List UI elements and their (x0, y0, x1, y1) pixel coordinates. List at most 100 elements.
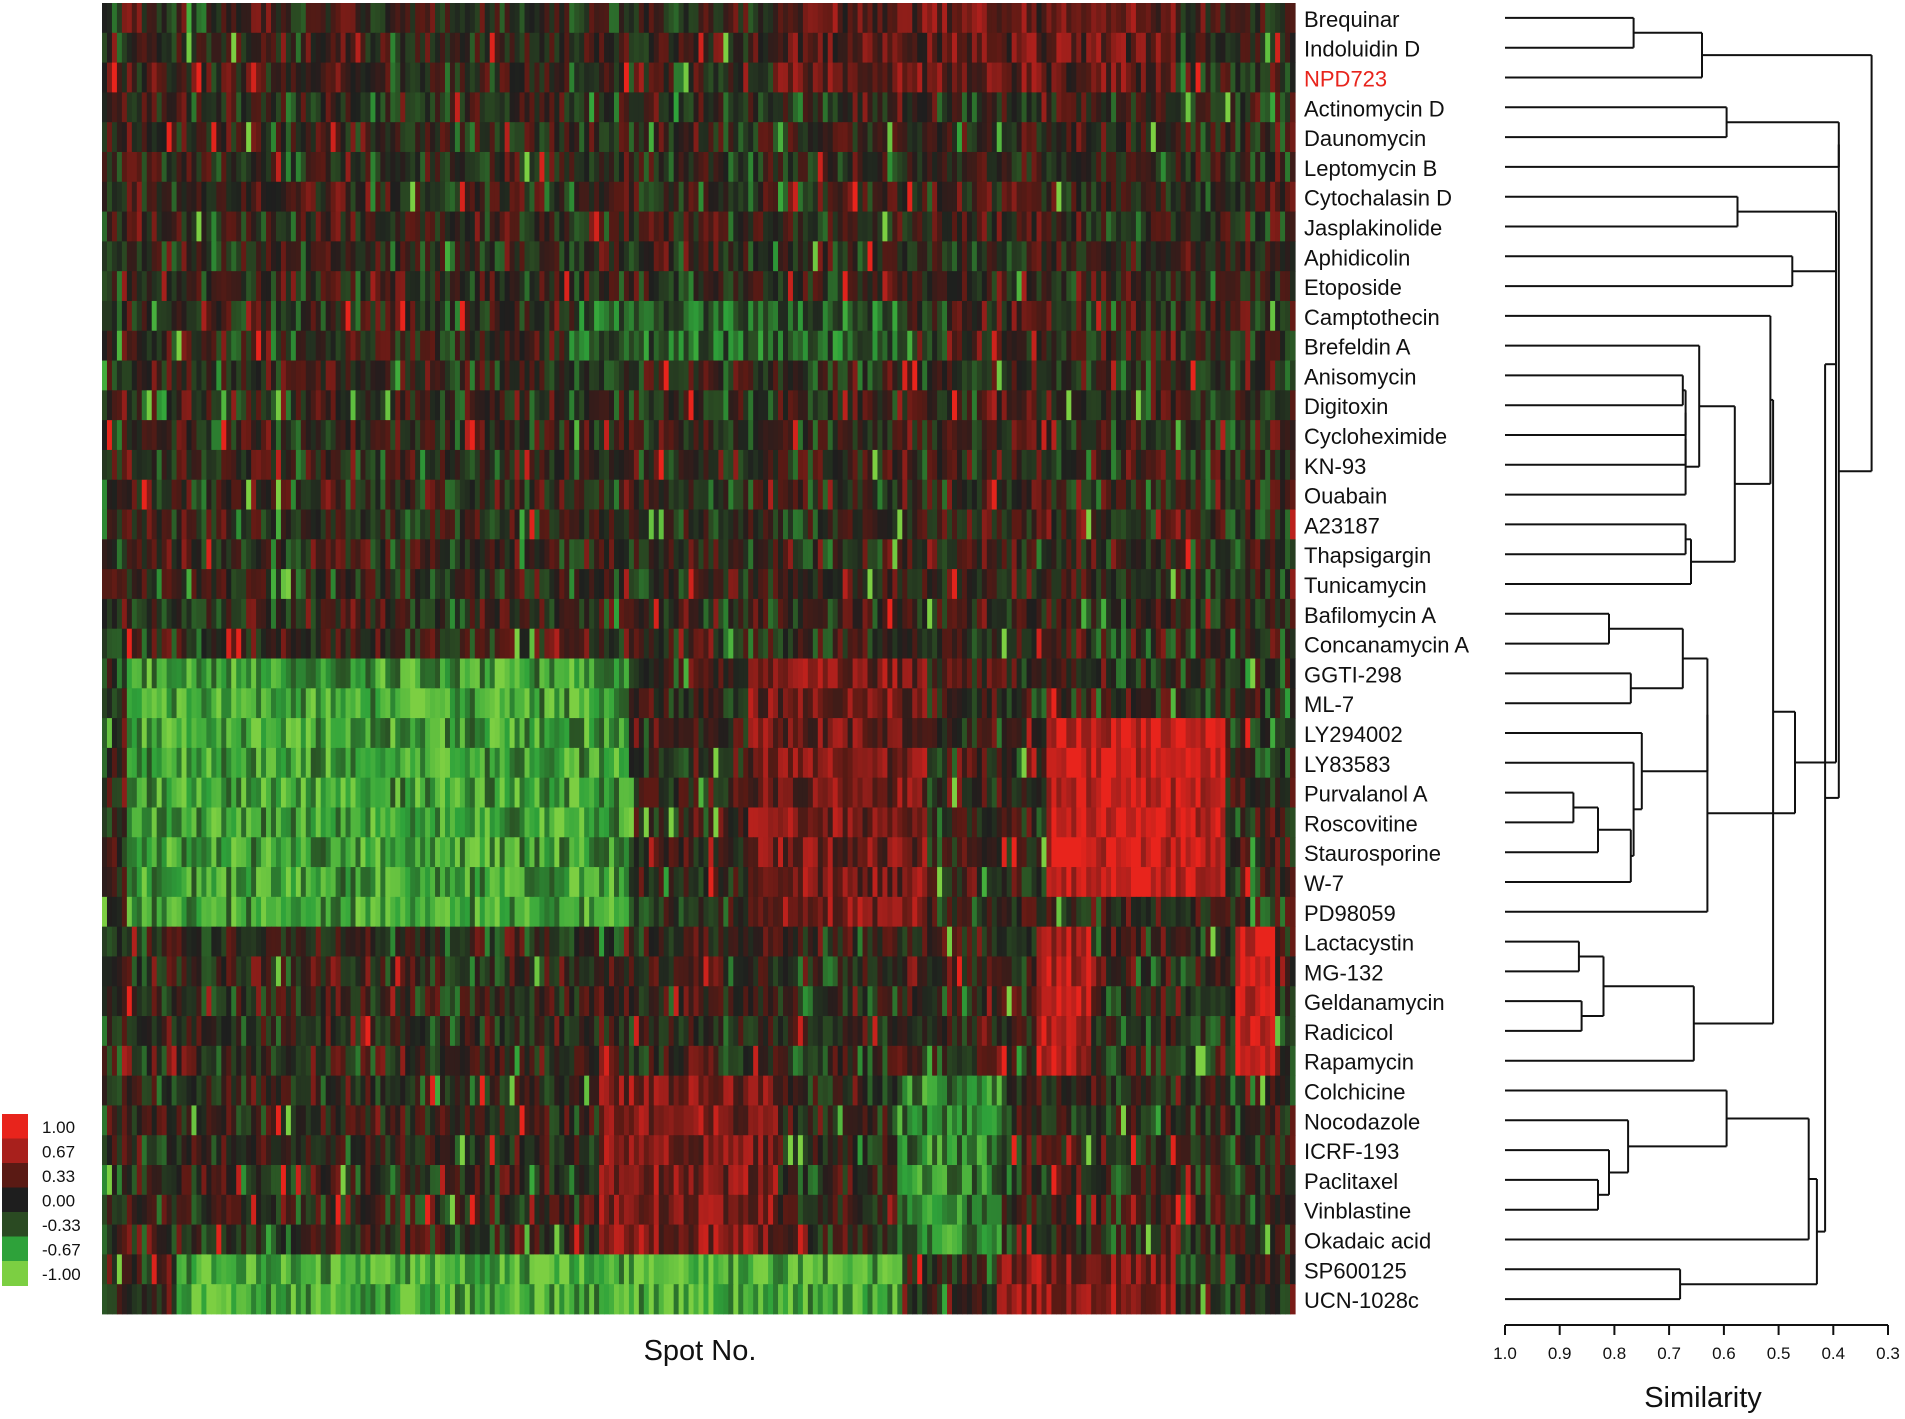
heatmap-cell (618, 300, 625, 332)
heatmap-cell (330, 92, 337, 123)
heatmap-cell (131, 390, 138, 421)
heatmap-cell (703, 151, 710, 183)
heatmap-cell (1250, 300, 1256, 332)
heatmap-cell (678, 271, 685, 302)
heatmap-cell (584, 598, 590, 630)
heatmap-cell (146, 598, 153, 630)
heatmap-cell (529, 32, 536, 63)
heatmap-cell (623, 151, 630, 183)
heatmap-cell (1230, 32, 1236, 63)
heatmap-cell (499, 330, 506, 361)
heatmap-cell (633, 211, 640, 242)
heatmap-cell (708, 598, 715, 630)
heatmap-cell (454, 211, 461, 242)
heatmap-cell (1061, 390, 1067, 421)
heatmap-cell (499, 420, 506, 451)
heatmap-cell (604, 122, 610, 153)
heatmap-cell (961, 479, 968, 510)
heatmap-cell (340, 181, 347, 212)
heatmap-cell (1170, 569, 1177, 600)
heatmap-cell (529, 420, 536, 451)
heatmap-cell (594, 92, 600, 123)
heatmap-cell (449, 300, 456, 332)
heatmap-cell (1195, 509, 1202, 540)
heatmap-cell (1096, 300, 1102, 332)
heatmap-cell (768, 449, 774, 481)
heatmap-cell (1140, 569, 1147, 600)
heatmap-cell (1215, 420, 1222, 451)
heatmap-cell (658, 479, 665, 510)
heatmap-cell (355, 92, 362, 123)
heatmap-cell (1106, 122, 1112, 153)
heatmap-cell (1056, 330, 1062, 361)
heatmap-cell (1205, 509, 1212, 540)
heatmap-cell (807, 598, 814, 630)
heatmap-cell (1101, 271, 1107, 302)
heatmap-cell (106, 122, 113, 153)
heatmap-cell (1061, 62, 1067, 93)
heatmap-cell (405, 539, 411, 570)
heatmap-cell (614, 330, 620, 361)
heatmap-cell (280, 330, 287, 361)
heatmap-cell (549, 32, 555, 63)
heatmap-cell (897, 122, 903, 153)
heatmap-cell (365, 390, 372, 421)
heatmap-cell (484, 598, 491, 630)
heatmap-cell (867, 271, 874, 302)
heatmap-cell (594, 330, 600, 361)
heatmap-cell (554, 360, 560, 391)
heatmap-cell (295, 181, 302, 212)
heatmap-cell (574, 3, 580, 34)
heatmap-cell (678, 449, 685, 481)
heatmap-cell (822, 449, 829, 481)
heatmap-cell (842, 92, 849, 123)
heatmap-cell (275, 32, 282, 63)
heatmap-cell (638, 241, 645, 272)
heatmap-cell (912, 420, 918, 451)
heatmap-cell (867, 330, 874, 361)
heatmap-cell (832, 598, 839, 630)
heatmap-cell (156, 598, 163, 630)
heatmap-cell (519, 539, 526, 570)
heatmap-cell (758, 211, 764, 242)
heatmap-cell (494, 420, 501, 451)
heatmap-cell (638, 300, 645, 332)
heatmap-cell (300, 330, 307, 361)
heatmap-cell (1041, 390, 1048, 421)
heatmap-cell (246, 122, 252, 153)
heatmap-cell (847, 390, 854, 421)
heatmap-cell (1150, 539, 1157, 570)
heatmap-cell (728, 390, 734, 421)
heatmap-cell (822, 3, 829, 34)
heatmap-cell (544, 598, 550, 630)
heatmap-cell (116, 449, 123, 481)
heatmap-cell (266, 62, 272, 93)
heatmap-cell (952, 122, 958, 153)
heatmap-cell (206, 271, 212, 302)
heatmap-cell (539, 62, 545, 93)
heatmap-cell (121, 360, 128, 391)
heatmap-cell (594, 360, 600, 391)
heatmap-cell (1280, 271, 1286, 302)
heatmap-cell (340, 598, 347, 630)
heatmap-cell (594, 539, 600, 570)
heatmap-cell (633, 151, 640, 183)
heatmap-cell (420, 449, 426, 481)
heatmap-cell (345, 300, 352, 332)
heatmap-cell (171, 211, 178, 242)
heatmap-cell (956, 330, 963, 361)
heatmap-cell (305, 62, 312, 93)
heatmap-cell (176, 32, 183, 63)
heatmap-cell (1016, 539, 1023, 570)
heatmap-cell (1270, 509, 1276, 540)
heatmap-cell (469, 479, 476, 510)
heatmap-cell (380, 211, 386, 242)
heatmap-cell (1081, 122, 1087, 153)
heatmap-cell (1031, 390, 1038, 421)
heatmap-cell (643, 241, 650, 272)
heatmap-cell (723, 32, 729, 63)
heatmap-cell (1036, 300, 1043, 332)
heatmap-cell (335, 479, 342, 510)
heatmap-cell (1006, 330, 1013, 361)
heatmap-cell (1130, 420, 1137, 451)
